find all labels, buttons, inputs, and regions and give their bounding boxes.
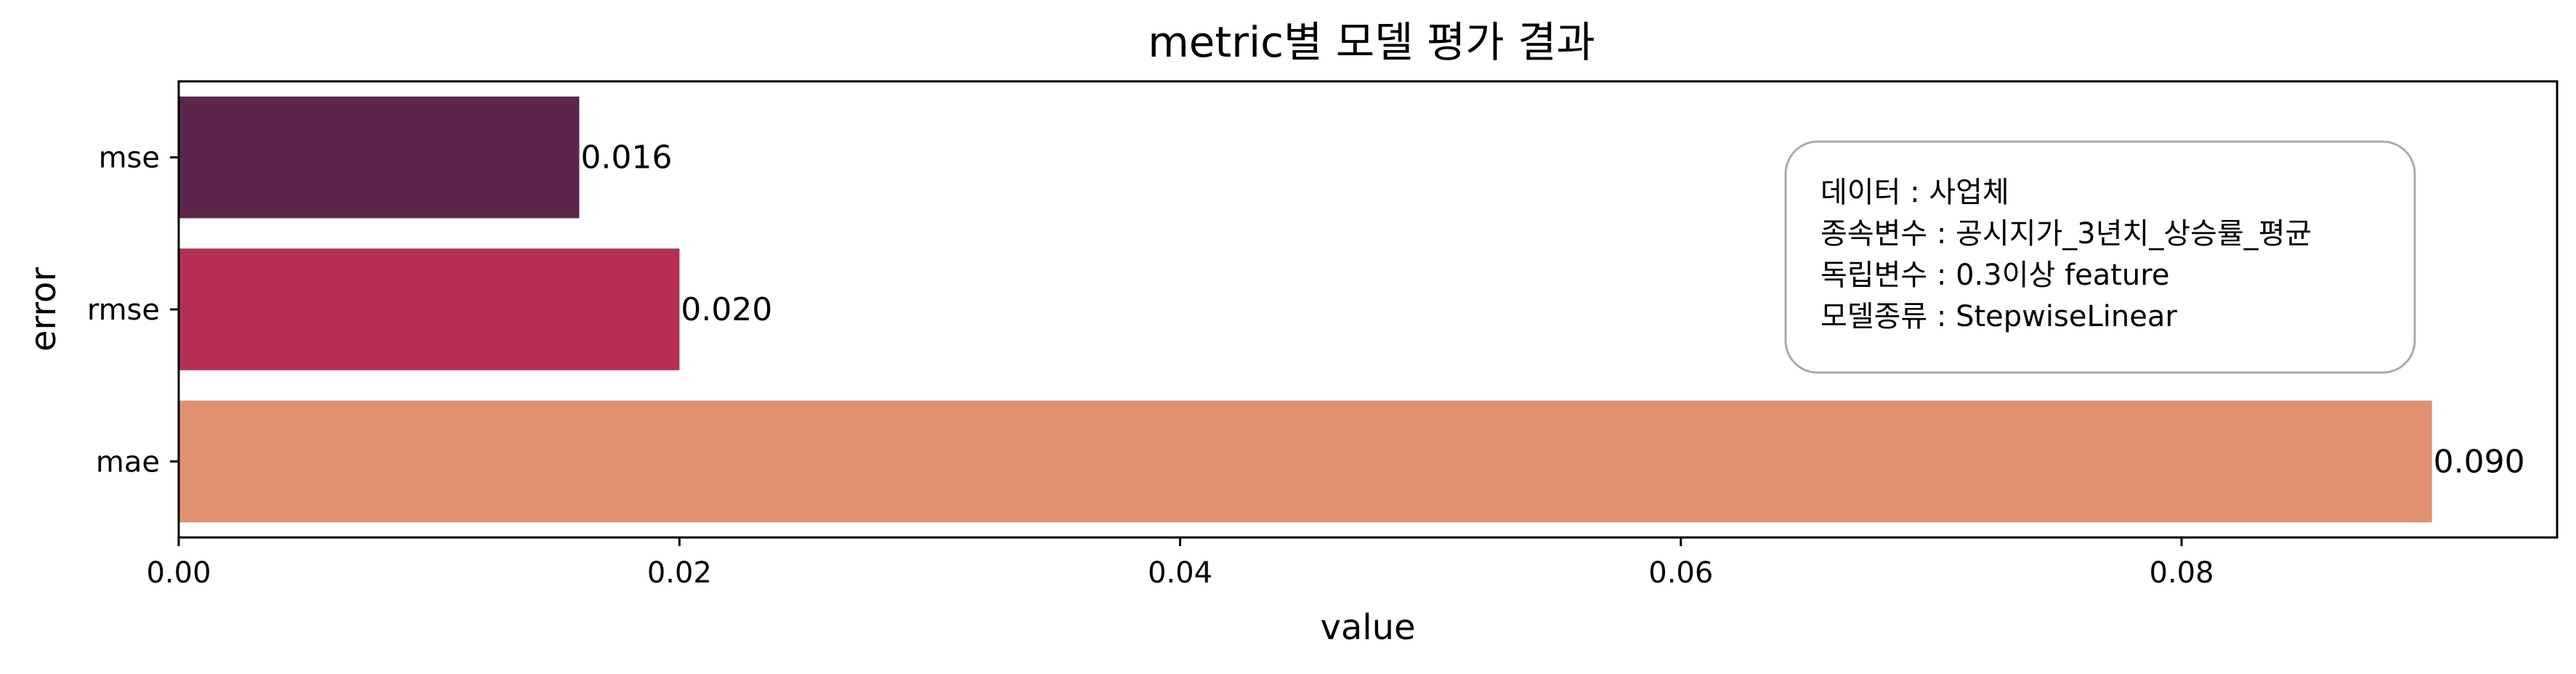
annotation-line-target: 종속변수 : 공시지가_3년치_상승률_평균 bbox=[1820, 217, 2312, 251]
y-tick-label-rmse: rmse bbox=[87, 293, 160, 327]
annotation-line-model: 모델종류 : StepwiseLinear bbox=[1820, 300, 2177, 333]
annotation-line-features: 독립변수 : 0.3이상 feature bbox=[1820, 259, 2169, 292]
bar-rmse bbox=[179, 248, 680, 370]
y-tick-label-mse: mse bbox=[99, 142, 160, 175]
bar-mse bbox=[179, 96, 580, 219]
x-tick-label: 0.04 bbox=[1148, 556, 1212, 590]
y-axis-label: error bbox=[23, 267, 64, 352]
value-label-rmse: 0.020 bbox=[681, 291, 772, 328]
x-tick-label: 0.06 bbox=[1648, 556, 1713, 590]
x-tick-label: 0.00 bbox=[146, 556, 211, 590]
annotation-box: 데이터 : 사업체 종속변수 : 공시지가_3년치_상승률_평균 독립변수 : … bbox=[1784, 140, 2416, 374]
chart-title: metric별 모델 평가 결과 bbox=[1148, 17, 1595, 67]
x-axis-label: value bbox=[1320, 607, 1415, 648]
y-axis: mse rmse mae bbox=[87, 142, 179, 479]
bars-group bbox=[179, 96, 2432, 523]
annotation-line-data: 데이터 : 사업체 bbox=[1820, 176, 2009, 209]
value-label-mae: 0.090 bbox=[2434, 443, 2525, 480]
x-axis: 0.00 0.02 0.04 0.06 0.08 bbox=[146, 537, 2214, 590]
annotation-frame bbox=[1784, 140, 2416, 374]
bar-mae bbox=[179, 400, 2432, 523]
value-label-mse: 0.016 bbox=[580, 139, 672, 176]
x-tick-label: 0.02 bbox=[647, 556, 712, 590]
y-tick-label-mae: mae bbox=[96, 445, 160, 479]
value-labels-group: 0.016 0.020 0.090 bbox=[580, 139, 2524, 481]
x-tick-label: 0.08 bbox=[2150, 556, 2214, 590]
